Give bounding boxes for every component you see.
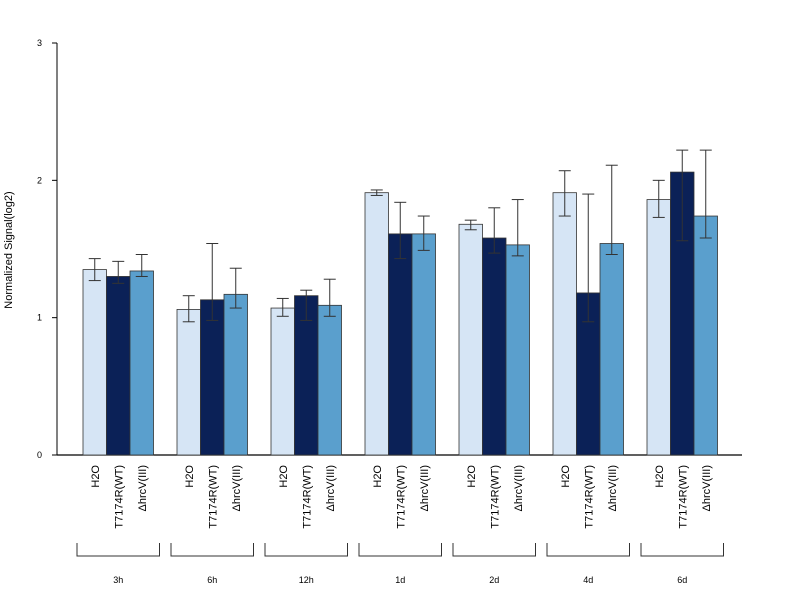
bar (270, 307, 295, 456)
bar (505, 244, 530, 456)
x-bar-label: ΔhrcV(III) (325, 465, 337, 511)
bar (176, 309, 201, 456)
group-label: 12h (299, 575, 314, 585)
bar (223, 293, 248, 456)
x-bar-label: T7174R(WT) (677, 465, 689, 529)
x-bar-label: H2O (90, 465, 102, 488)
bar (458, 223, 483, 456)
bar (552, 192, 577, 456)
group-bracket (170, 543, 254, 557)
x-bar-label: ΔhrcV(III) (137, 465, 149, 511)
group-label: 1d (395, 575, 405, 585)
x-bar-label: ΔhrcV(III) (607, 465, 619, 511)
bar (82, 269, 107, 456)
x-bar-label: ΔhrcV(III) (419, 465, 431, 511)
group-bracket (546, 543, 630, 557)
bar (106, 276, 131, 456)
x-bar-label: T7174R(WT) (207, 465, 219, 529)
group-label: 2d (489, 575, 499, 585)
x-bar-label: H2O (466, 465, 478, 488)
group-bracket (452, 543, 536, 557)
bar (599, 243, 624, 456)
bar (411, 233, 436, 456)
x-bar-label: H2O (654, 465, 666, 488)
x-bar-label: T7174R(WT) (301, 465, 313, 529)
x-bar-label: H2O (184, 465, 196, 488)
group-label: 6d (677, 575, 687, 585)
y-tick-label: 0 (37, 450, 42, 460)
x-bar-label: T7174R(WT) (395, 465, 407, 529)
group-bracket (76, 543, 160, 557)
bar (388, 233, 413, 456)
group-label: 3h (113, 575, 123, 585)
y-tick-label: 1 (37, 313, 42, 323)
group-label: 6h (207, 575, 217, 585)
x-bar-label: H2O (560, 465, 572, 488)
plot-area: 0 1 2 3 H2O T7174R(WT) ΔhrcV(III) 3h H2O T7174R(W… (37, 38, 742, 585)
x-bar-label: T7174R(WT) (113, 465, 125, 529)
y-tick-label: 2 (37, 175, 42, 185)
x-bar-label: H2O (278, 465, 290, 488)
y-axis-title: Normalized Signal(log2) (3, 191, 15, 308)
group-label: 4d (583, 575, 593, 585)
x-bar-label: T7174R(WT) (583, 465, 595, 529)
bar (364, 192, 389, 456)
x-bar-label: ΔhrcV(III) (231, 465, 243, 511)
bar (129, 270, 154, 456)
x-bar-label: H2O (372, 465, 384, 488)
x-bar-label: ΔhrcV(III) (701, 465, 713, 511)
group-bracket (640, 543, 724, 557)
group-bracket (264, 543, 348, 557)
bar (693, 215, 718, 456)
x-bar-label: ΔhrcV(III) (513, 465, 525, 511)
group-bracket (358, 543, 442, 557)
bar (482, 237, 507, 456)
bar (317, 304, 342, 456)
bar (200, 299, 225, 456)
bar (646, 199, 671, 456)
x-bar-label: T7174R(WT) (489, 465, 501, 529)
y-tick-label: 3 (37, 38, 42, 48)
